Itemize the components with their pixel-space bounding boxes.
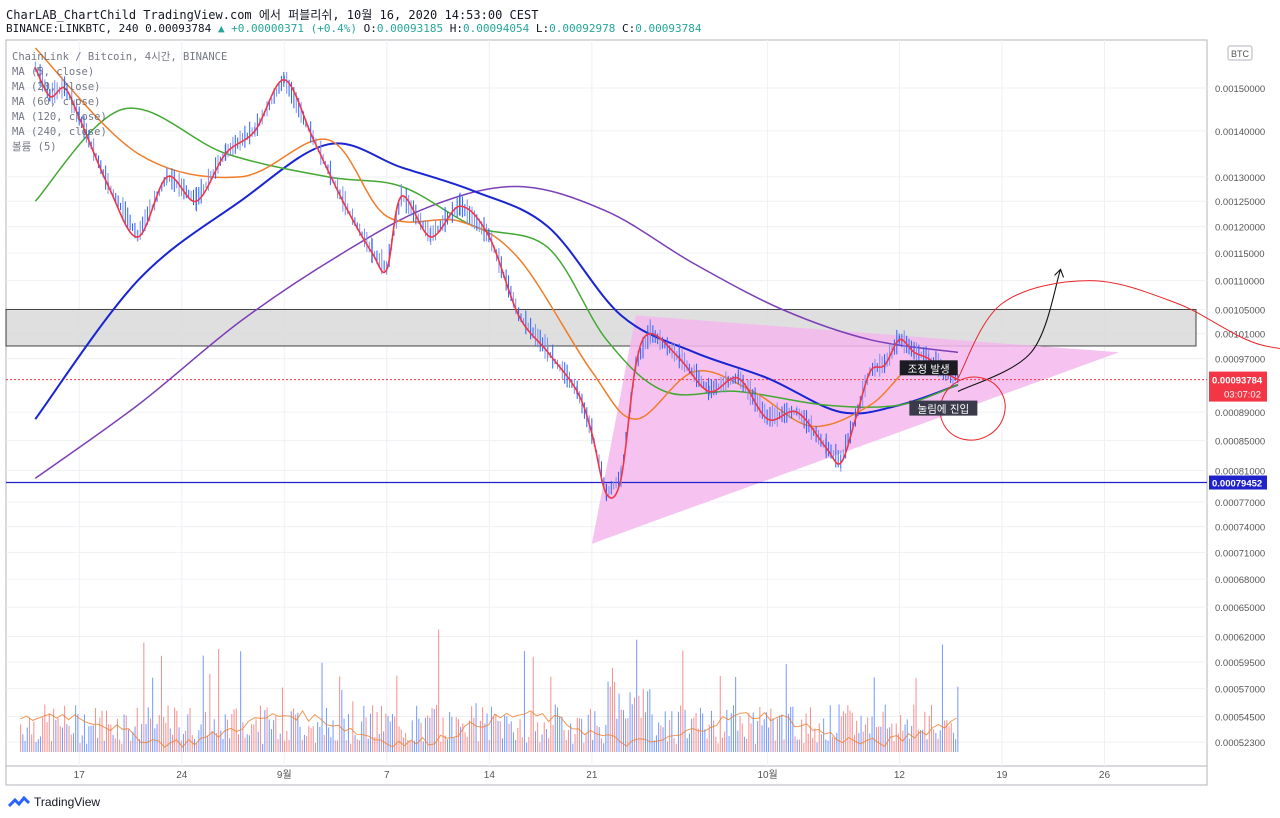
legend-entry: MA (5, close) <box>12 66 94 78</box>
y-tick-label: 0.00057000 <box>1215 685 1265 696</box>
low-label: L: <box>535 22 550 35</box>
support-text: 0.00079452 <box>1212 479 1262 490</box>
legend-entry: ChainLink / Bitcoin, 4시간, BINANCE <box>12 51 227 63</box>
annotation-bg <box>899 360 958 376</box>
x-tick-label: 14 <box>484 770 496 781</box>
support-badge <box>1209 475 1267 490</box>
y-tick-label: 0.00059500 <box>1215 658 1265 669</box>
current-price-text: 0.00093784 <box>1212 376 1263 387</box>
x-tick-label: 24 <box>176 770 188 781</box>
footer-brand: TradingView <box>34 795 101 809</box>
support-axis-label: 0.00079452 <box>1209 475 1267 490</box>
y-tick-label: 0.00120000 <box>1215 223 1265 234</box>
y-tick-label: 0.00065000 <box>1215 603 1265 614</box>
triangle-pattern <box>591 315 1120 544</box>
y-tick-label: 0.00110000 <box>1215 277 1265 288</box>
resistance-zone <box>5 308 1197 347</box>
legend-entry: MA (20, close) <box>12 81 101 93</box>
y-tick-label: 0.00071000 <box>1215 548 1265 559</box>
y-tick-label: 0.00105000 <box>1215 305 1265 316</box>
legend-entry: MA (240, close) <box>12 126 107 138</box>
footer: TradingView <box>8 795 100 809</box>
symbol-label: BINANCE:LINKBTC, 240 <box>6 22 139 35</box>
open-value: 0.00093185 <box>376 22 444 35</box>
high-value: 0.00094054 <box>463 22 530 35</box>
legend-entry: MA (60, close) <box>12 96 101 108</box>
open-label: O: <box>363 22 377 35</box>
x-tick-label: 7 <box>384 770 390 781</box>
high-label: H: <box>449 22 463 35</box>
x-tick-label: 19 <box>996 770 1008 781</box>
ma-line-60 <box>34 107 959 409</box>
y-tick-label: 0.00130000 <box>1215 173 1265 184</box>
projection-path-red <box>957 280 1280 379</box>
chart-header-ohlc: BINANCE:LINKBTC, 240 0.00093784 ▲ +0.000… <box>6 22 701 35</box>
y-tick-label: 0.00081000 <box>1215 467 1265 478</box>
y-tick-label: 0.00085000 <box>1215 437 1265 448</box>
annotation-bg <box>909 400 978 416</box>
y-tick-label: 0.00115000 <box>1215 249 1265 260</box>
annotation-label: 눌림에 진입 <box>909 400 978 416</box>
y-tick-label: 0.00068000 <box>1215 575 1265 586</box>
projection-arrowhead-black <box>1054 268 1065 278</box>
y-tick-label: 0.00052300 <box>1215 738 1265 749</box>
low-value: 0.00092978 <box>549 22 616 35</box>
chart-header-title: CharLAB_ChartChild TradingView.com 에서 퍼블… <box>6 8 539 22</box>
y-tick-label: 0.00140000 <box>1215 127 1265 138</box>
volume-ma-line <box>20 709 957 748</box>
y-tick-label: 0.00074000 <box>1215 523 1265 534</box>
volume-bars <box>20 629 959 752</box>
price-line <box>34 67 959 499</box>
close-value: 0.00093784 <box>635 22 702 35</box>
annotation-label: 조정 발생 <box>899 360 958 376</box>
current-price-badge <box>1209 371 1267 402</box>
pullback-circle <box>939 376 1006 441</box>
x-tick-label: 26 <box>1099 770 1111 781</box>
legend-entry: 볼륨 (5) <box>12 141 57 153</box>
x-tick-label: 17 <box>74 770 86 781</box>
y-tick-label: 0.00054500 <box>1215 713 1265 724</box>
y-tick-label: 0.00062000 <box>1215 632 1265 643</box>
y-tick-label: 0.00097000 <box>1215 355 1265 366</box>
current-price-axis-label: 0.00093784 03:07:02 <box>1209 371 1267 402</box>
currency-badge: BTC <box>1231 49 1250 59</box>
y-tick-label: 0.00089000 <box>1215 408 1265 419</box>
ma-line-20 <box>34 47 959 428</box>
projection-path-black <box>957 269 1062 392</box>
legend-entry: MA (120, close) <box>12 111 107 123</box>
close-label: C: <box>621 22 636 35</box>
currency-badge-box <box>1227 45 1253 61</box>
countdown-text: 03:07:02 <box>1224 390 1261 401</box>
tradingview-logo-icon <box>8 795 30 808</box>
ma-line-240 <box>34 185 959 479</box>
price-change: ▲ +0.00000371 (+0.4%) <box>217 22 358 35</box>
y-tick-label: 0.00150000 <box>1215 84 1265 95</box>
y-tick-label: 0.00077000 <box>1215 498 1265 509</box>
x-tick-label: 12 <box>894 770 906 781</box>
annotation-text: 조정 발생 <box>908 363 950 375</box>
y-tick-label: 0.00101000 <box>1215 330 1265 341</box>
last-price: 0.00093784 <box>145 22 212 35</box>
y-tick-label: 0.00125000 <box>1215 197 1265 208</box>
x-tick-label: 9월 <box>277 769 292 781</box>
x-tick-label: 10월 <box>757 769 777 781</box>
annotation-text: 눌림에 진입 <box>918 403 970 416</box>
x-tick-label: 21 <box>586 770 598 781</box>
